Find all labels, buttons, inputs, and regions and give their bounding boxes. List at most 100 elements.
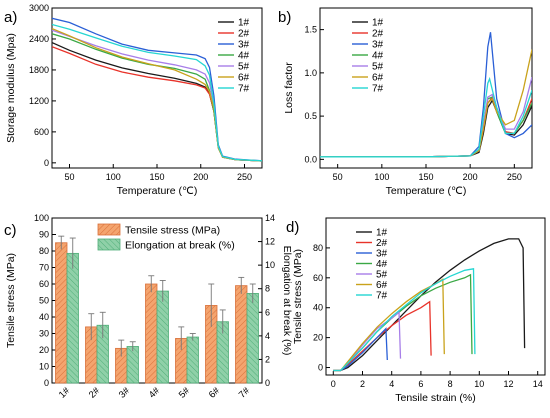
panel-a-y-tick-label: 0: [44, 158, 49, 168]
panel-c-y2-tick-label: 6: [265, 307, 270, 317]
panel-c-bar-elongation-5: [186, 336, 199, 384]
panel-a-y-tick-label: 1800: [29, 65, 49, 75]
panel-c-bar-tensile-1: [55, 242, 68, 384]
panel-c-y2-tick-label: 4: [265, 331, 270, 341]
panel-d-x-tick-label: 8: [448, 379, 453, 389]
panel-c-category-label-7: 7#: [237, 385, 253, 401]
panel-b-plot-frame: [319, 7, 533, 169]
panel-c-y-tick-label: 30: [39, 329, 49, 339]
panel-a-x-tick-label: 200: [193, 172, 208, 182]
panel-c-bar-elongation-7: [246, 293, 259, 384]
panel-b-legend-label-6: 6#: [372, 73, 384, 84]
panel-c-y2-tick-label: 2: [265, 354, 270, 364]
panel-d-series-line-5: [333, 310, 402, 372]
panel-a-legend-label-6: 6#: [238, 73, 250, 84]
panel-d-legend-label-4: 4#: [376, 259, 388, 270]
panel-d-y-tick-label: 60: [313, 273, 323, 283]
panel-b-x-tick-label: 50: [333, 172, 343, 182]
panel-c-y-tick-label: 10: [39, 362, 49, 372]
panel-a-legend-label-5: 5#: [238, 62, 250, 73]
panel-c-y-tick-label: 40: [39, 312, 49, 322]
panel-a-x-tick-label: 100: [106, 172, 121, 182]
panel-b-series-line-3: [320, 32, 532, 158]
panel-b-loss-factor-chart: 50 100 150 200 250 0.0 0.5 1.0 1.5 Temperature (℃…: [278, 7, 533, 197]
panel-c-y2-tick-label: 14: [265, 213, 275, 223]
panel-d-x-tick-label: 6: [418, 379, 423, 389]
panel-b-legend-label-1: 1#: [372, 18, 384, 29]
panel-c-y2-tick-label: 0: [265, 378, 270, 388]
panel-b-y-tick-label: 0.5: [304, 111, 317, 121]
panel-a-series-line-5: [52, 29, 262, 162]
panel-c-category-label-5: 5#: [177, 385, 193, 401]
panel-c-bar-elongation-3: [126, 346, 139, 384]
panel-d-x-tick-label: 2: [360, 379, 365, 389]
panel-a-series-line-2: [52, 46, 262, 162]
panel-b-y-tick-label: 1.5: [304, 25, 317, 35]
panel-c-y-tick-label: 20: [39, 345, 49, 355]
panel-d-y-tick-label: 40: [313, 303, 323, 313]
panel-c-bar-elongation-1: [66, 252, 79, 384]
panel-a-legend-label-2: 2#: [238, 29, 250, 40]
panel-a-y-tick-label: 3000: [29, 3, 49, 13]
panel-d-panel-label: d): [286, 219, 299, 236]
panel-c-category-label-3: 3#: [117, 385, 133, 401]
panel-a-y-axis-label: Storage modulus (Mpa): [5, 33, 17, 143]
panel-b-y-tick-label: 1.0: [304, 68, 317, 78]
panel-c-legend-label-tensile: Tensile stress (MPa): [125, 225, 220, 237]
panel-a-series-line-1: [52, 42, 262, 162]
panel-d-series-line-1: [333, 238, 526, 372]
panel-a-x-axis-label: Temperature (℃): [117, 185, 198, 197]
panel-a-legend-label-4: 4#: [238, 51, 250, 62]
panel-a-x-tick-label: 150: [149, 172, 164, 182]
panel-d-x-tick-label: 12: [503, 379, 513, 389]
panel-b-x-tick-label: 200: [463, 172, 478, 182]
panel-a-x-tick-label: 50: [64, 172, 74, 182]
panel-c-y-tick-label: 0: [44, 378, 49, 388]
panel-b-x-tick-label: 150: [418, 172, 433, 182]
panel-b-series-line-4: [320, 96, 532, 158]
panel-c-y-tick-label: 50: [39, 296, 49, 306]
panel-a-series-line-6: [52, 28, 262, 162]
panel-c-y2-tick-label: 10: [265, 260, 275, 270]
panel-c-y-tick-label: 100: [34, 213, 49, 223]
panel-b-legend-label-2: 2#: [372, 29, 384, 40]
panel-a-y-tick-label: 2400: [29, 34, 49, 44]
panel-b-series-line-7: [320, 76, 532, 158]
panel-c-y-tick-label: 70: [39, 263, 49, 273]
panel-c-y2-tick-label: 8: [265, 284, 270, 294]
panel-d-y-tick-label: 20: [313, 333, 323, 343]
panel-d-y-tick-label: 80: [313, 243, 323, 253]
panel-d-x-tick-label: 14: [533, 379, 543, 389]
panel-c-bar-tensile-7: [235, 285, 248, 384]
panel-b-panel-label: b): [278, 9, 291, 26]
panel-a-legend-label-7: 7#: [238, 84, 250, 95]
panel-b-series-line-1: [320, 99, 532, 158]
panel-c-y2-axis-label: Elongation at break (%): [281, 246, 293, 356]
panel-a-legend-label-3: 3#: [238, 40, 250, 51]
panel-d-legend-label-7: 7#: [376, 291, 388, 302]
panel-a-y-tick-label: 600: [34, 127, 49, 137]
panel-b-legend-label-3: 3#: [372, 40, 384, 51]
panel-c-category-label-1: 1#: [57, 385, 73, 401]
panel-d-x-tick-label: 10: [474, 379, 484, 389]
panel-a-panel-label: a): [4, 9, 17, 26]
panel-c-legend-swatch-elongation: [97, 238, 121, 251]
panel-a-series-line-4: [52, 33, 262, 162]
panel-d-stress-strain-chart: 0 2 4 6 8 10 12 14 0 20 40 60 80 Tensile strain (%) Te…: [286, 217, 546, 404]
panel-b-x-tick-label: 100: [374, 172, 389, 182]
panel-d-x-tick-label: 0: [331, 379, 336, 389]
panel-d-series-line-7: [333, 268, 476, 372]
panel-d-y-axis-label: Tensile stress (MPa): [292, 249, 304, 344]
panel-c-category-label-4: 4#: [147, 385, 163, 401]
panel-a-x-tick-label: 250: [237, 172, 252, 182]
panel-a-series-line-3: [52, 17, 262, 162]
panel-a-y-tick-label: 1200: [29, 96, 49, 106]
panel-d-legend-label-1: 1#: [376, 228, 388, 239]
panel-c-legend-swatch-tensile: [97, 223, 121, 236]
panel-d-plot-frame: [325, 217, 546, 376]
panel-b-legend-label-4: 4#: [372, 51, 384, 62]
panel-c-bar-chart: 0 10 20 30 40 50 60 70 80 90 100 0 2 4 6 8 10 12 14 Tensile…: [4, 213, 293, 401]
panel-c-legend-label-elongation: Elongation at break (%): [125, 240, 235, 252]
panel-c-category-label-2: 2#: [87, 385, 103, 401]
